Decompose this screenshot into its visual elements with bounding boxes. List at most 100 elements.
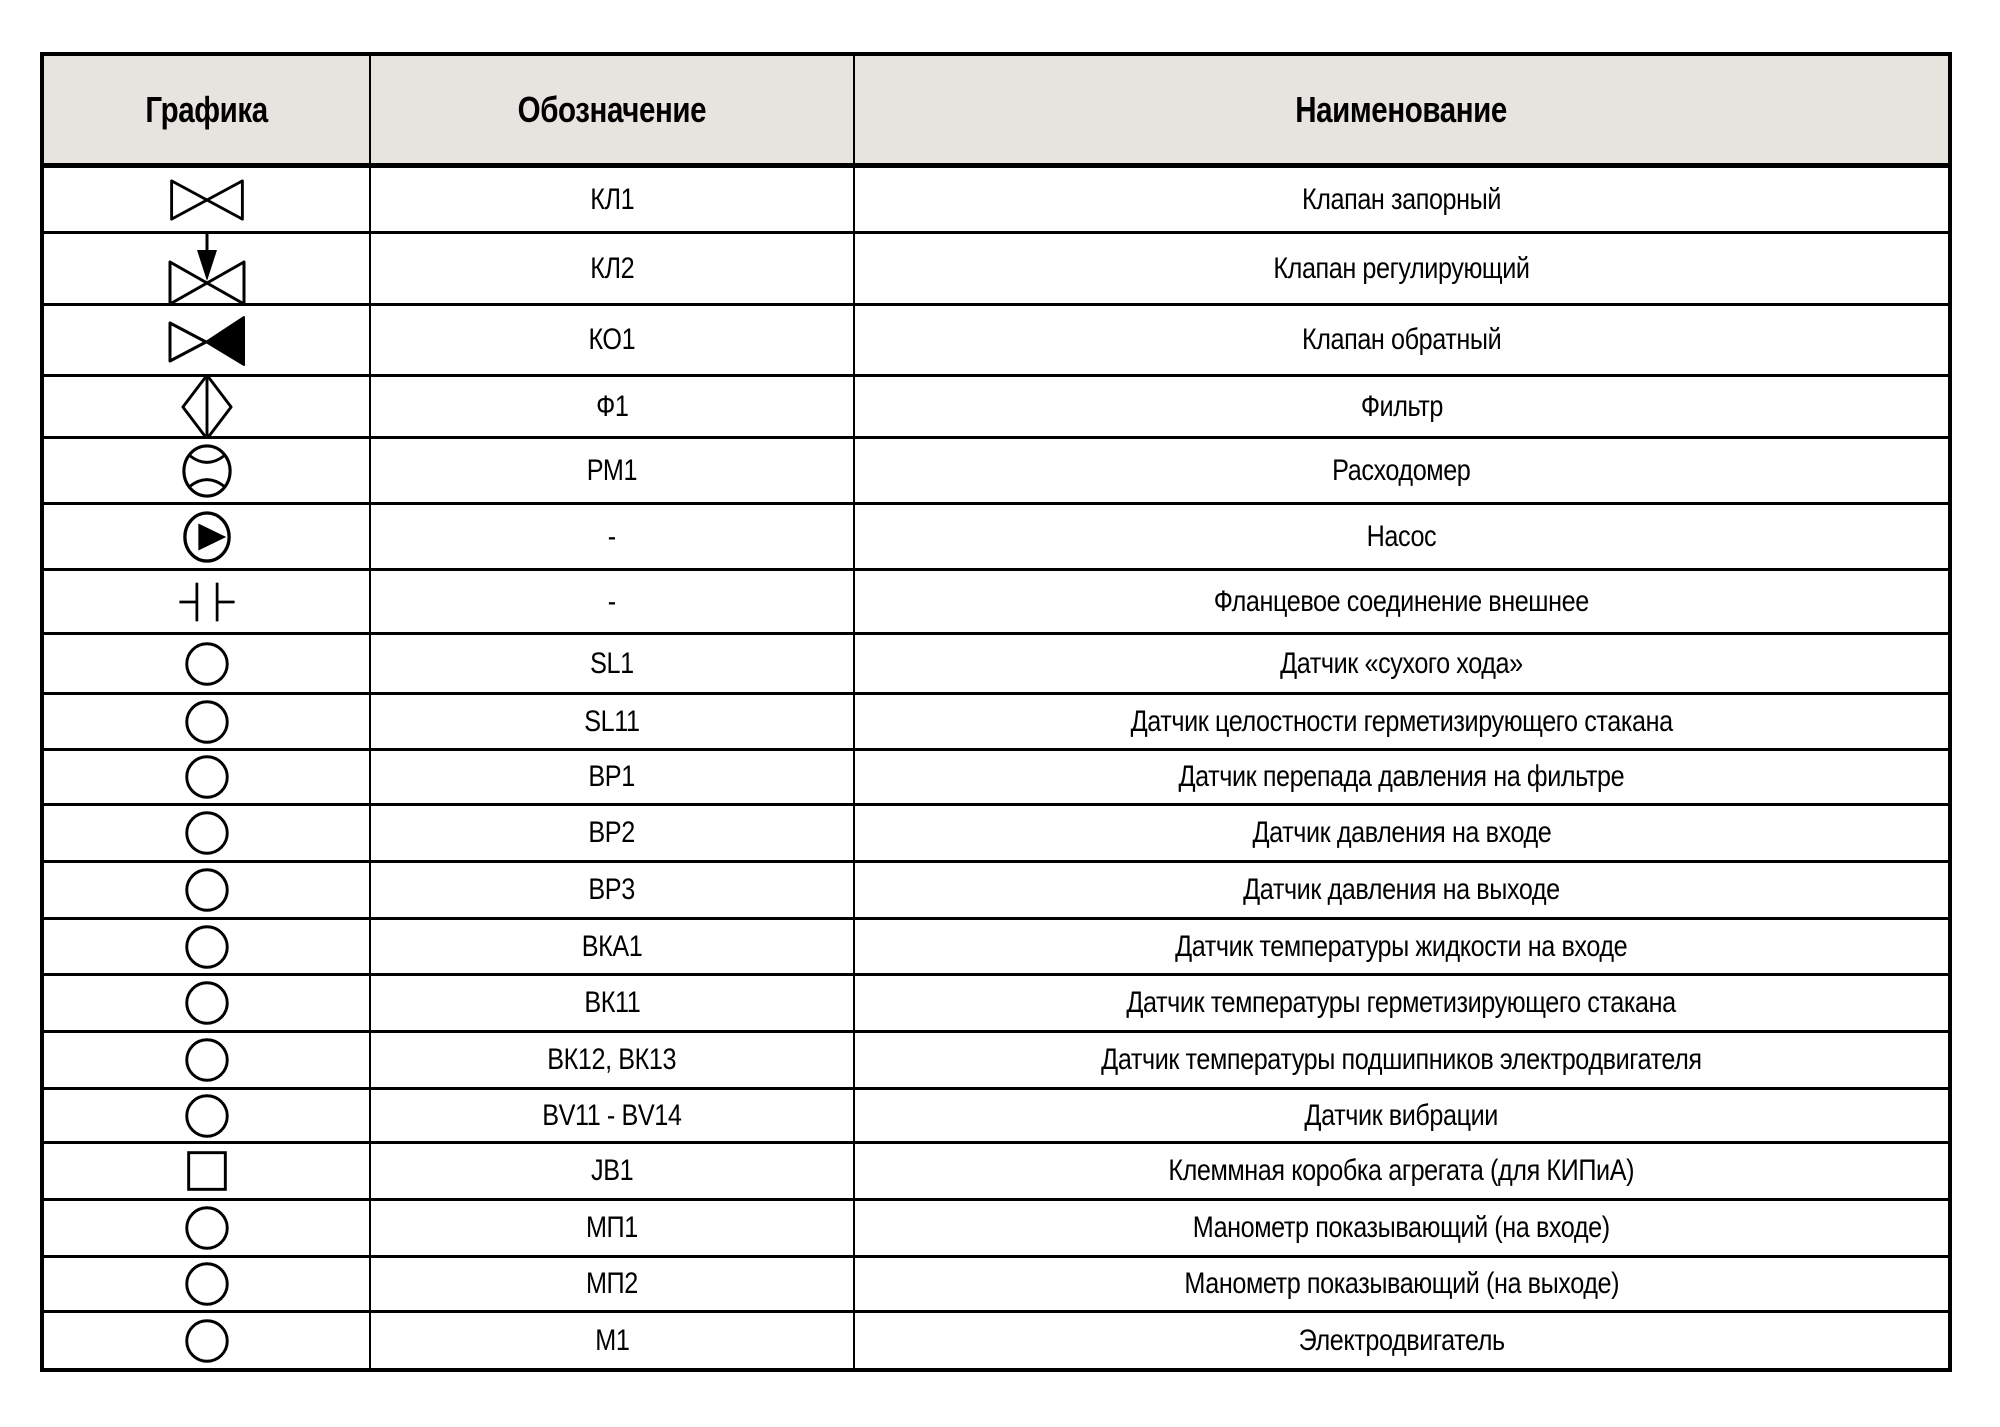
designation-cell: ВК11	[371, 976, 855, 1030]
sensor-circle-icon	[184, 810, 230, 856]
designation: BP1	[588, 760, 636, 793]
name-cell: Датчик «сухого хода»	[855, 635, 1948, 692]
symbol-cell	[44, 806, 371, 860]
designation-cell: BV11 - BV14	[371, 1090, 855, 1141]
table-row: BP3 Датчик давления на выходе	[44, 863, 1948, 920]
table-header-row: Графика Обозначение Наименование	[44, 56, 1948, 168]
sensor-circle-icon	[184, 1093, 230, 1139]
designation-cell: SL1	[371, 635, 855, 692]
equipment-name: Насос	[1366, 519, 1437, 553]
sensor-circle-icon	[184, 980, 230, 1026]
sensor-circle-icon	[184, 1205, 230, 1251]
designation-cell: КЛ1	[371, 168, 855, 231]
flange-connection-icon	[177, 579, 237, 625]
designation: ВК11	[584, 986, 640, 1019]
table-row: - Фланцевое соединение внешнее	[44, 571, 1948, 635]
sensor-circle-icon	[184, 641, 230, 687]
symbol-cell	[44, 635, 371, 692]
equipment-name: Датчик перепада давления на фильтре	[1178, 760, 1625, 793]
designation: BP2	[588, 816, 636, 849]
symbol-cell	[44, 1144, 371, 1198]
symbol-cell	[44, 920, 371, 973]
table-row: МП1 Манометр показывающий (на входе)	[44, 1201, 1948, 1258]
column-header-label: Наименование	[1295, 88, 1508, 130]
column-header-label: Графика	[145, 88, 268, 130]
table-row: - Насос	[44, 505, 1948, 571]
name-cell: Клапан регулирующий	[855, 234, 1948, 303]
designation: -	[608, 584, 616, 618]
check-valve-icon	[167, 314, 247, 366]
equipment-name: Датчик вибрации	[1304, 1098, 1499, 1132]
name-cell: Клеммная коробка агрегата (для КИПиА)	[855, 1144, 1948, 1198]
name-cell: Электродвигатель	[855, 1313, 1948, 1369]
control-valve-icon	[167, 234, 247, 303]
designation: SL1	[590, 646, 634, 680]
designation: SL11	[584, 704, 640, 738]
column-header-name: Наименование	[855, 56, 1948, 163]
designation-cell: ВК12, ВК13	[371, 1033, 855, 1087]
shutoff-valve-icon	[168, 178, 246, 222]
table-row: КЛ1 Клапан запорный	[44, 168, 1948, 234]
designation-cell: КО1	[371, 306, 855, 374]
equipment-name: Клеммная коробка агрегата (для КИПиА)	[1168, 1154, 1635, 1187]
table-row: SL11 Датчик целостности герметизирующего…	[44, 695, 1948, 751]
equipment-name: Манометр показывающий (на входе)	[1192, 1211, 1610, 1244]
designation-cell: SL11	[371, 695, 855, 748]
designation-cell: КЛ2	[371, 234, 855, 303]
table-row: КО1 Клапан обратный	[44, 306, 1948, 377]
sensor-circle-icon	[184, 699, 230, 745]
name-cell: Датчик целостности герметизирующего стак…	[855, 695, 1948, 748]
designation-cell: РМ1	[371, 439, 855, 502]
table-row: РМ1 Расходомер	[44, 439, 1948, 505]
name-cell: Фильтр	[855, 377, 1948, 436]
symbol-cell	[44, 168, 371, 231]
designation: МП2	[586, 1267, 638, 1300]
sensor-circle-icon	[184, 924, 230, 970]
sensor-circle-icon	[184, 867, 230, 913]
symbol-cell	[44, 695, 371, 748]
symbol-cell	[44, 1090, 371, 1141]
table-row: ВК12, ВК13 Датчик температуры подшипнико…	[44, 1033, 1948, 1090]
symbol-cell	[44, 377, 371, 436]
filter-icon	[180, 377, 234, 436]
table-row: BP1 Датчик перепада давления на фильтре	[44, 751, 1948, 806]
designation-cell: МП1	[371, 1201, 855, 1255]
symbol-cell	[44, 751, 371, 803]
designation-cell: BP1	[371, 751, 855, 803]
symbol-cell	[44, 1033, 371, 1087]
name-cell: Датчик температуры подшипников электродв…	[855, 1033, 1948, 1087]
name-cell: Клапан запорный	[855, 168, 1948, 231]
name-cell: Манометр показывающий (на входе)	[855, 1201, 1948, 1255]
table-row: ВКА1 Датчик температуры жидкости на вход…	[44, 920, 1948, 976]
sensor-circle-icon	[184, 1318, 230, 1364]
equipment-name: Клапан обратный	[1301, 323, 1502, 356]
designation: КЛ1	[590, 182, 634, 216]
equipment-name: Манометр показывающий (на выходе)	[1184, 1267, 1619, 1300]
symbol-cell	[44, 234, 371, 303]
column-header-label: Обозначение	[517, 88, 707, 130]
sensor-circle-icon	[184, 1261, 230, 1307]
equipment-name: Датчик давления на входе	[1252, 816, 1551, 849]
designation-cell: -	[371, 571, 855, 632]
table-row: BP2 Датчик давления на входе	[44, 806, 1948, 863]
equipment-name: Расходомер	[1332, 453, 1471, 487]
designation-cell: BP3	[371, 863, 855, 917]
designation-cell: Ф1	[371, 377, 855, 436]
equipment-name: Фильтр	[1360, 389, 1443, 423]
table-row: КЛ2 Клапан регулирующий	[44, 234, 1948, 306]
name-cell: Датчик температуры герметизирующего стак…	[855, 976, 1948, 1030]
symbol-cell	[44, 571, 371, 632]
table-row: SL1 Датчик «сухого хода»	[44, 635, 1948, 695]
designation-cell: М1	[371, 1313, 855, 1369]
designation-cell: МП2	[371, 1258, 855, 1310]
symbol-cell	[44, 976, 371, 1030]
designation: ВКА1	[581, 929, 643, 963]
designation: КЛ2	[590, 251, 634, 285]
equipment-name: Датчик целостности герметизирующего стак…	[1130, 704, 1673, 738]
designation: РМ1	[586, 453, 638, 487]
pump-icon	[182, 510, 232, 564]
symbol-cell	[44, 1201, 371, 1255]
equipment-name: Клапан регулирующий	[1273, 251, 1530, 285]
symbol-cell	[44, 863, 371, 917]
table-row: Ф1 Фильтр	[44, 377, 1948, 439]
